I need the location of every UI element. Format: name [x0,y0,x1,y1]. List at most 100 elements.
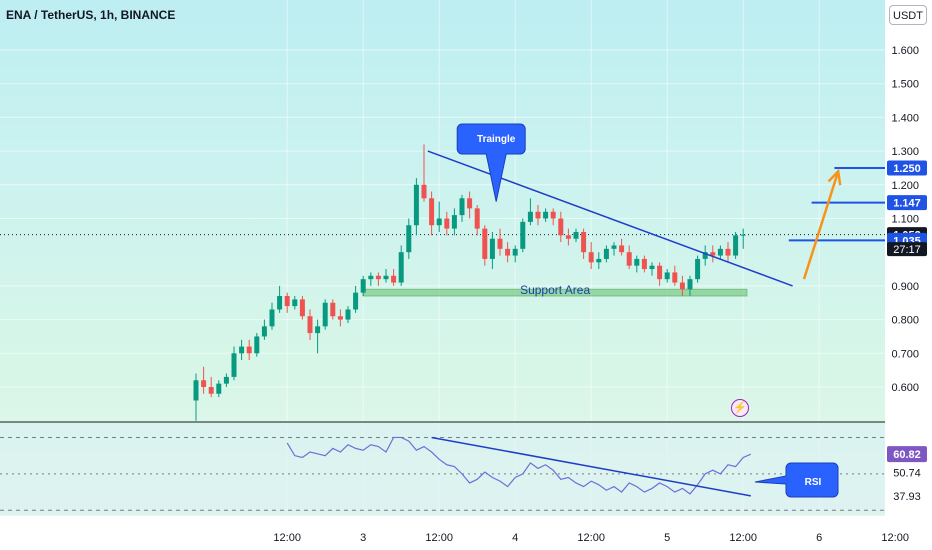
candle-body[interactable] [512,248,518,256]
candle-body[interactable] [581,231,587,253]
candle-body[interactable] [246,346,252,354]
candle-body[interactable] [315,326,321,334]
candle-body[interactable] [201,380,207,387]
candle-body[interactable] [277,296,283,310]
candle-body[interactable] [467,198,473,209]
candle-body[interactable] [307,316,313,334]
candle-body[interactable] [284,296,290,307]
candle-body[interactable] [505,248,511,256]
candle-body[interactable] [208,387,214,394]
candle-body[interactable] [383,275,389,280]
candle-body[interactable] [710,252,716,256]
rsi-badge [887,487,927,504]
candle-body[interactable] [254,336,260,354]
candle-body[interactable] [368,275,374,280]
candle-body[interactable] [679,282,685,290]
candle-body[interactable] [619,245,625,253]
candle-body[interactable] [406,225,412,253]
candle-body[interactable] [702,252,708,259]
candle-body[interactable] [573,231,579,239]
candle-body[interactable] [360,279,366,293]
candle-body[interactable] [429,198,435,226]
candle-body[interactable] [603,248,609,259]
candle-body[interactable] [459,198,465,216]
candle-body[interactable] [558,218,564,236]
candle-body[interactable] [193,380,199,401]
candle-body[interactable] [436,218,442,226]
candle-body[interactable] [330,302,336,317]
candle-body[interactable] [489,238,495,259]
candle-body[interactable] [322,302,328,327]
candle-body[interactable] [391,275,397,283]
time-axis[interactable] [0,516,885,550]
candle-body[interactable] [216,383,222,394]
candle-body[interactable] [596,258,602,263]
countdown-label: 27:17 [893,244,921,256]
rsi-badge-label: 50.74 [893,468,921,480]
triangle-callout[interactable] [456,123,526,202]
rsi-callout-label: RSI [805,477,822,488]
candle-body[interactable] [626,252,632,266]
candle-body[interactable] [733,235,739,256]
price-tick-label: 1.100 [891,214,919,226]
candle-body[interactable] [398,252,404,283]
candle-body[interactable] [451,215,457,229]
countdown-badge [887,242,927,257]
price-tick-label: 1.200 [891,180,919,192]
candle-body[interactable] [717,248,723,256]
candle-body[interactable] [375,275,381,280]
candle-body[interactable] [269,309,275,327]
candle-body[interactable] [345,309,351,320]
price-badge-label: 1.147 [893,198,921,210]
candle-body[interactable] [337,316,343,320]
price-tick-label: 1.600 [891,45,919,57]
candle-body[interactable] [687,279,693,290]
candle-body[interactable] [664,272,670,280]
currency-unit-button[interactable]: USDT [889,5,927,25]
candle-body[interactable] [444,218,450,229]
rsi-callout[interactable] [754,462,839,498]
candle-body[interactable] [292,299,298,307]
candle-body[interactable] [421,184,427,199]
candle-body[interactable] [725,248,731,256]
candle-body[interactable] [497,238,503,249]
candle-body[interactable] [740,234,746,236]
rsi-badge-label: 60.82 [893,449,921,461]
candle-body[interactable] [535,211,541,219]
time-axis-label: 12:00 [577,532,605,544]
candle-body[interactable] [672,272,678,283]
candle-body[interactable] [543,211,549,219]
candle-body[interactable] [223,376,229,384]
candle-body[interactable] [550,211,556,219]
rsi-divergence-line[interactable] [431,436,751,497]
price-tick-label: 1.400 [891,112,919,124]
candle-body[interactable] [474,208,480,229]
candle-body[interactable] [634,258,640,266]
candle-body[interactable] [239,346,245,354]
time-axis-label: 6 [816,532,822,544]
candle-body[interactable] [527,211,533,222]
candle-body[interactable] [611,245,617,249]
support-area-label: Support Area [520,283,590,297]
candle-body[interactable] [299,299,305,317]
candle-body[interactable] [649,265,655,270]
candle-body[interactable] [231,353,237,377]
flash-icon[interactable]: ⚡ [731,399,749,417]
candle-body[interactable] [641,258,647,270]
candle-body[interactable] [588,252,594,263]
rsi-line[interactable] [286,436,752,495]
candle-body[interactable] [695,258,701,280]
triangle-trendline[interactable] [427,150,793,287]
candle-body[interactable] [657,265,663,280]
projection-arrow-line[interactable] [802,170,840,280]
time-axis-label: 4 [512,532,518,544]
candle-body[interactable] [353,292,359,310]
triangle-callout-label: Traingle [477,134,516,145]
price-tick-label: 0.700 [891,348,919,360]
candle-body[interactable] [565,235,571,239]
candle-body[interactable] [261,326,267,337]
candle-body[interactable] [520,221,526,249]
candle-body[interactable] [413,184,419,226]
candle-body[interactable] [482,228,488,259]
